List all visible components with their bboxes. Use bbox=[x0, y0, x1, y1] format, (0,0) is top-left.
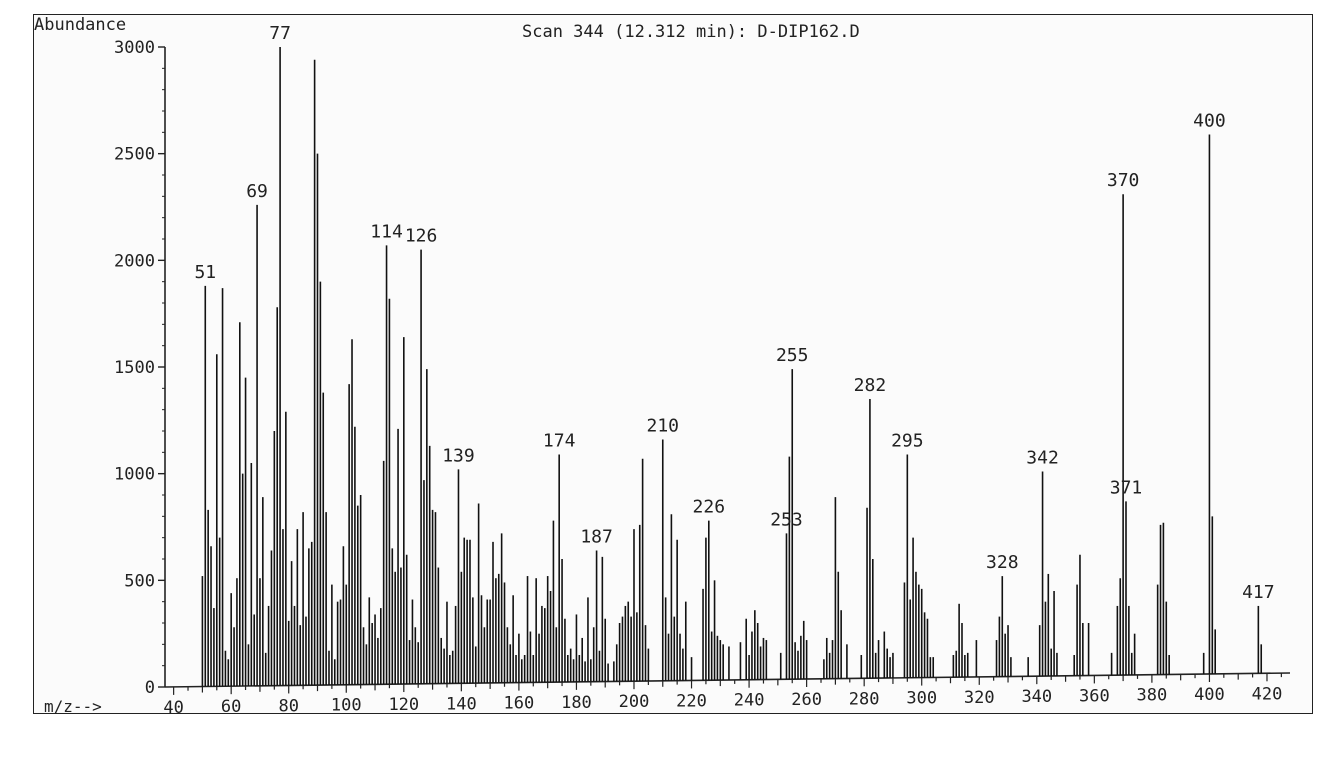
peak-label: 187 bbox=[580, 526, 613, 547]
x-tick-label: 240 bbox=[734, 691, 765, 711]
x-tick-label: 100 bbox=[331, 696, 362, 716]
x-tick-label: 160 bbox=[504, 694, 535, 714]
x-tick-label: 380 bbox=[1137, 686, 1168, 706]
x-tick-label: 80 bbox=[278, 696, 298, 716]
x-tick-label: 40 bbox=[163, 698, 183, 718]
peak-label: 139 bbox=[442, 445, 475, 466]
peak-label: 69 bbox=[246, 181, 268, 202]
peak-label: 51 bbox=[194, 262, 216, 283]
x-tick-label: 60 bbox=[221, 697, 241, 717]
peak-label: 255 bbox=[776, 345, 809, 366]
x-tick-label: 280 bbox=[849, 689, 880, 709]
y-tick-label: 3000 bbox=[114, 38, 155, 58]
x-tick-label: 120 bbox=[388, 695, 419, 715]
x-tick-label: 300 bbox=[906, 689, 937, 709]
peak-label: 370 bbox=[1107, 170, 1140, 191]
x-tick-label: 420 bbox=[1252, 684, 1283, 704]
x-tick-label: 220 bbox=[676, 691, 707, 711]
peak-label: 174 bbox=[543, 430, 576, 451]
x-tick-label: 360 bbox=[1079, 686, 1110, 706]
y-tick-label: 1500 bbox=[114, 358, 155, 378]
y-axis-label: Abundance bbox=[34, 15, 127, 35]
chart-title: Scan 344 (12.312 min): D-DIP162.D bbox=[522, 22, 860, 42]
peak-label: 77 bbox=[269, 23, 291, 44]
x-tick-label: 200 bbox=[619, 692, 650, 712]
peak-label: 328 bbox=[986, 552, 1019, 573]
y-tick-label: 500 bbox=[124, 571, 155, 591]
y-tick-label: 0 bbox=[145, 678, 155, 698]
x-axis-line bbox=[164, 672, 1291, 688]
x-tick-label: 140 bbox=[446, 694, 477, 714]
peak-label: 253 bbox=[770, 509, 803, 530]
y-tick-label: 2000 bbox=[114, 251, 155, 271]
peak-label: 114 bbox=[370, 221, 403, 242]
x-tick-label: 400 bbox=[1194, 685, 1225, 705]
peak-label: 295 bbox=[891, 430, 924, 451]
peak-label: 342 bbox=[1026, 448, 1059, 469]
peak-label: 226 bbox=[693, 497, 726, 518]
peak-label: 400 bbox=[1193, 110, 1226, 131]
peak-label: 126 bbox=[405, 226, 438, 247]
x-tick-label: 320 bbox=[964, 688, 995, 708]
x-axis-label: m/z--> bbox=[44, 697, 102, 716]
x-tick-label: 180 bbox=[561, 693, 592, 713]
peak-label: 210 bbox=[647, 416, 680, 437]
peak-label: 417 bbox=[1242, 582, 1275, 603]
peak-label: 282 bbox=[854, 375, 887, 396]
y-tick-label: 1000 bbox=[114, 465, 155, 485]
x-tick-label: 260 bbox=[791, 690, 822, 710]
peak-label: 371 bbox=[1110, 477, 1143, 498]
y-tick-label: 2500 bbox=[114, 145, 155, 165]
x-tick-label: 340 bbox=[1021, 687, 1052, 707]
